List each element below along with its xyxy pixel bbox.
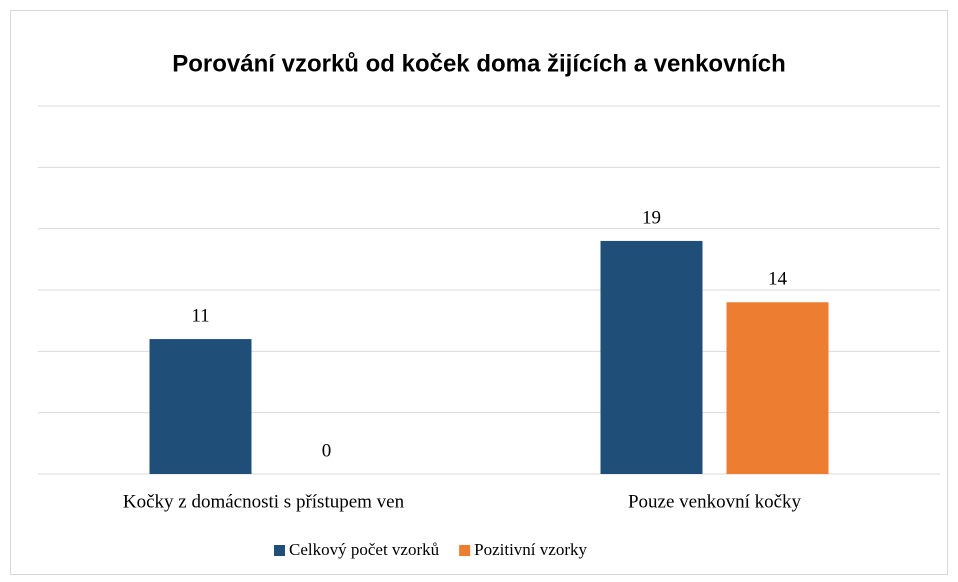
data-label: 14 — [768, 269, 788, 290]
legend-swatch — [274, 545, 285, 556]
data-label: 11 — [191, 305, 209, 326]
x-tick-label: Pouze venkovní kočky — [628, 491, 802, 512]
chart-title: Porování vzorků od koček doma žijících a… — [172, 50, 786, 77]
bar — [600, 240, 703, 474]
data-label: 0 — [322, 440, 332, 461]
bar — [149, 339, 252, 474]
legend-swatch — [459, 545, 471, 556]
chart-border — [10, 10, 948, 575]
data-label: 19 — [642, 207, 661, 228]
legend-label: Pozitivní vzorky — [474, 540, 587, 559]
legend-label: Celkový počet vzorků — [289, 540, 440, 559]
bar — [726, 302, 829, 474]
x-tick-label: Kočky z domácnosti s přístupem ven — [123, 491, 405, 512]
